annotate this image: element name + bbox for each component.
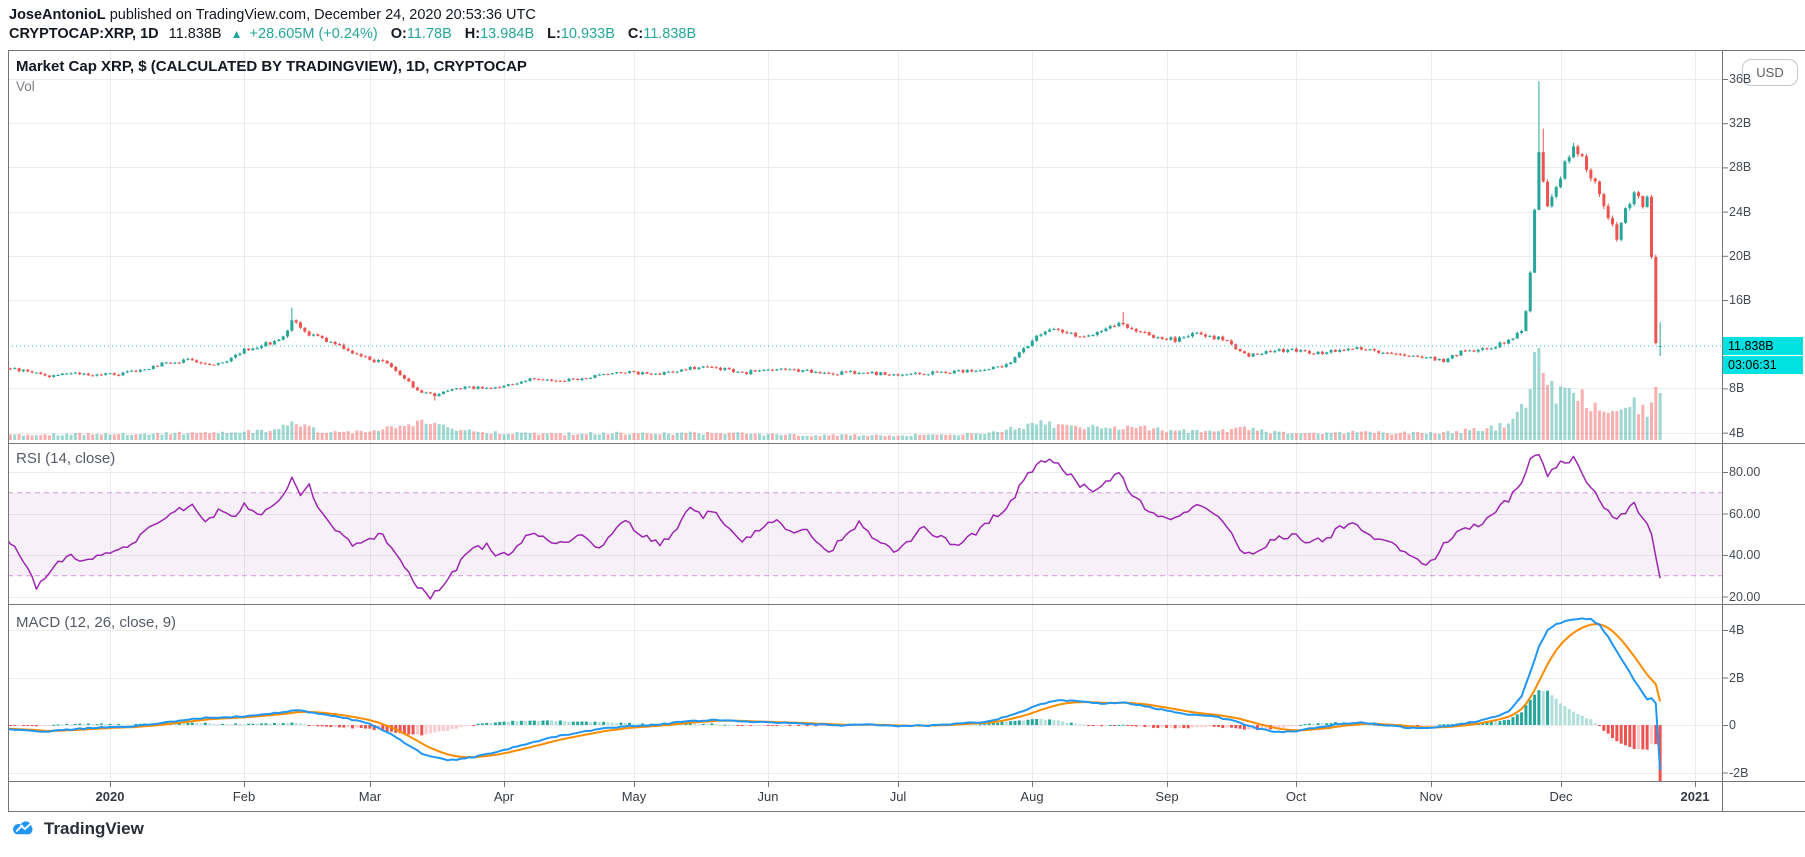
price-axis-label: 20B xyxy=(1729,248,1752,263)
time-axis-label: Mar xyxy=(358,789,382,804)
author-name: JoseAntonioL xyxy=(9,7,106,23)
tradingview-logo-icon xyxy=(12,821,33,835)
price-axis-label: 36B xyxy=(1729,72,1752,86)
price-axis-label: 4B xyxy=(1729,425,1745,440)
open-label: O: xyxy=(390,26,407,42)
time-axis-label: 2021 xyxy=(1680,789,1710,804)
macd-axis-label: -2B xyxy=(1729,765,1749,780)
tradingview-wordmark: TradingView xyxy=(44,818,144,838)
time-axis-label: Apr xyxy=(493,789,515,804)
high-value: 13.984B xyxy=(480,26,535,42)
close-stat: C:11.838B xyxy=(628,26,696,42)
publish-header: JoseAntonioL published on TradingView.co… xyxy=(9,7,536,23)
change-value: +28.605M (+0.24%) xyxy=(249,26,378,42)
macd-indicator-label: MACD (12, 26, close, 9) xyxy=(16,614,177,631)
time-axis-label: Oct xyxy=(1285,789,1307,804)
currency-toggle-button[interactable]: USD xyxy=(1742,59,1798,86)
rsi-axis-label: 20.00 xyxy=(1729,589,1761,604)
last-value: 11.838B xyxy=(168,26,222,42)
volume-indicator-label: Vol xyxy=(16,79,35,94)
close-label: C: xyxy=(627,26,644,42)
price-axis-label: 24B xyxy=(1729,204,1752,219)
time-axis-label: Sep xyxy=(1155,789,1179,804)
last-price-flag: 11.838B xyxy=(1723,337,1803,355)
time-axis-label: 2020 xyxy=(95,789,125,804)
open-value: 11.78B xyxy=(406,26,452,42)
macd-axis-label: 0 xyxy=(1729,718,1736,732)
time-axis-label: Dec xyxy=(1549,789,1573,804)
symbol-header: CRYPTOCAP:XRP, 1D 11.838B ▲ +28.605M (+0… xyxy=(9,26,696,42)
time-axis-label: Jul xyxy=(889,789,907,804)
time-axis-label: May xyxy=(621,789,647,804)
price-axis-label: 16B xyxy=(1729,293,1752,307)
low-stat: L:10.933B xyxy=(547,26,615,42)
symbol-name: CRYPTOCAP:XRP, 1D xyxy=(9,26,159,42)
bar-countdown-flag: 03:06:31 xyxy=(1723,356,1803,374)
time-axis-label: Aug xyxy=(1020,789,1044,804)
close-value: 11.838B xyxy=(643,26,697,42)
time-axis-label: Nov xyxy=(1419,789,1443,804)
high-label: H: xyxy=(464,26,481,42)
high-stat: H:13.984B xyxy=(465,26,534,42)
up-arrow-icon: ▲ xyxy=(230,27,243,41)
open-stat: O:11.78B xyxy=(391,26,452,42)
macd-axis-label: 2B xyxy=(1729,670,1745,685)
low-value: 10.933B xyxy=(560,26,615,42)
rsi-axis-label: 60.00 xyxy=(1729,506,1761,521)
main-pane-title: Market Cap XRP, $ (CALCULATED BY TRADING… xyxy=(16,58,527,75)
price-axis-label: 8B xyxy=(1729,381,1745,396)
rsi-axis-label: 80.00 xyxy=(1729,465,1761,479)
time-axis-label: Jun xyxy=(757,789,779,804)
low-label: L: xyxy=(547,26,561,42)
publish-info: published on TradingView.com, December 2… xyxy=(105,7,536,23)
price-axis-label: 28B xyxy=(1729,160,1752,175)
macd-axis-label: 4B xyxy=(1729,623,1745,637)
price-axis-label: 32B xyxy=(1729,116,1752,131)
rsi-indicator-label: RSI (14, close) xyxy=(16,450,116,467)
footer-branding: TradingView xyxy=(10,818,144,839)
rsi-axis-label: 40.00 xyxy=(1729,548,1761,562)
time-axis-label: Feb xyxy=(232,789,256,804)
